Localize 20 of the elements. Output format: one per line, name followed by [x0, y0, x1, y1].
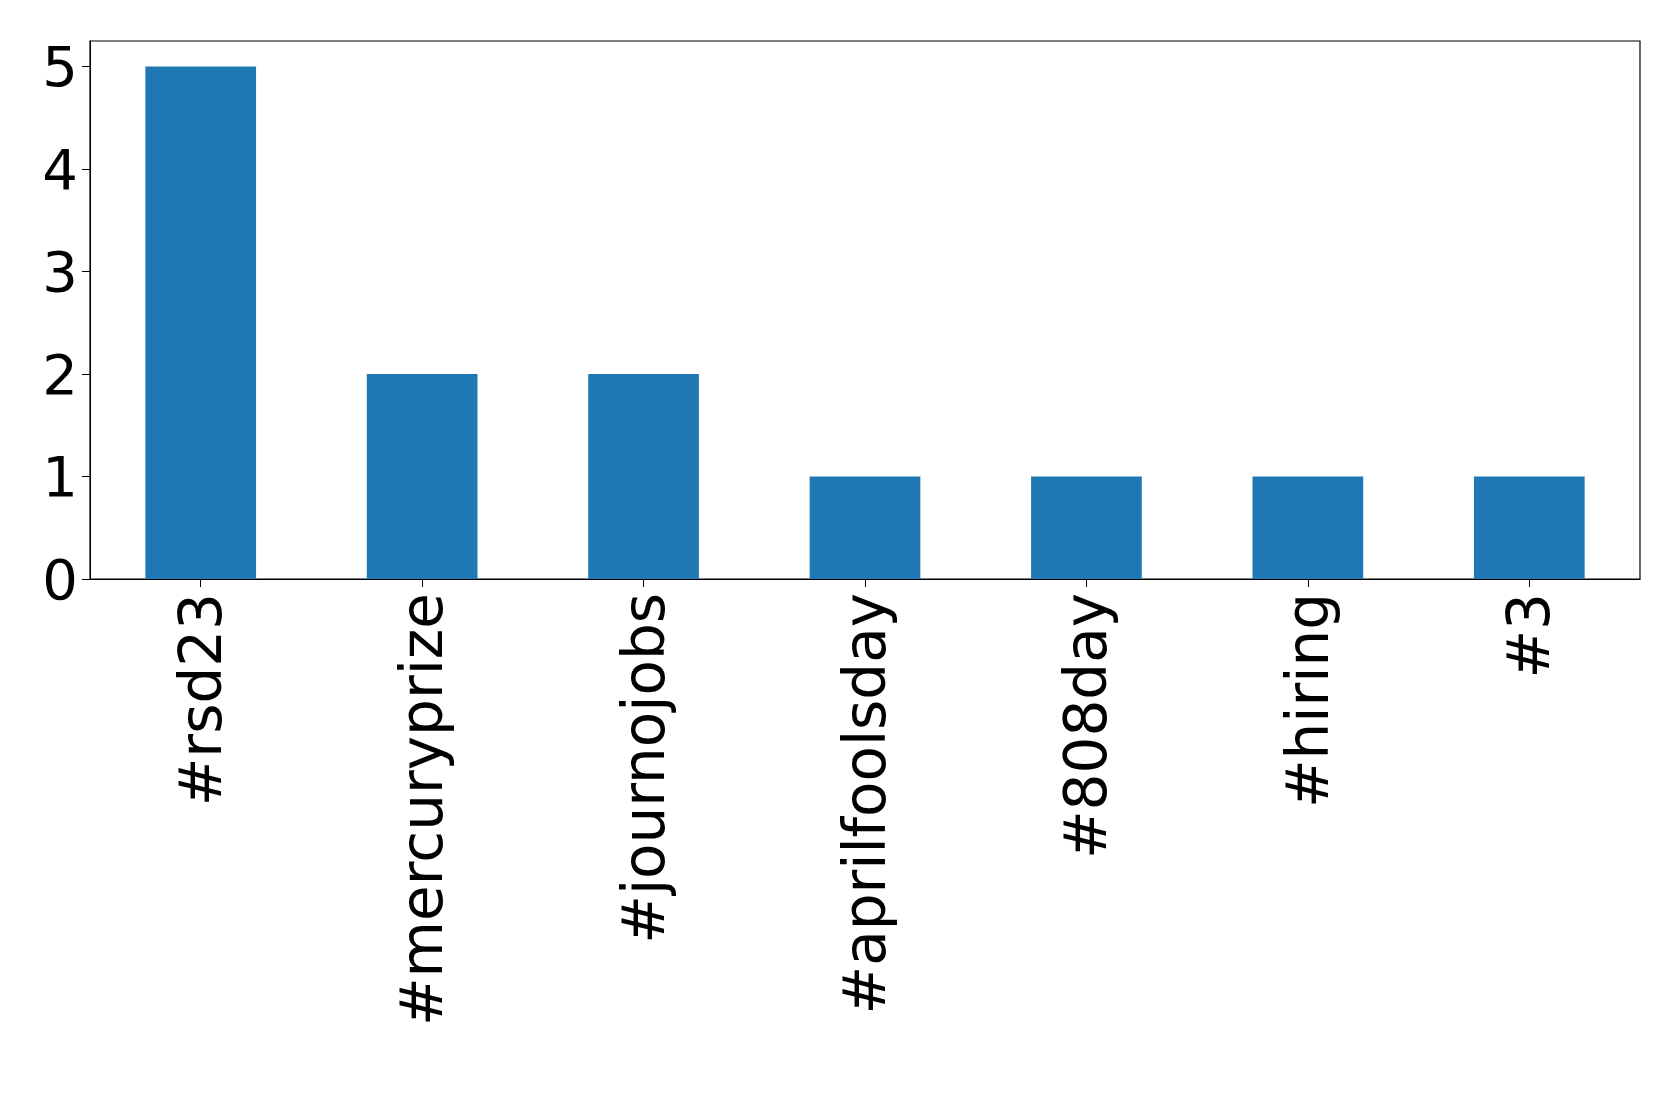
x-tick-label: #3: [1495, 593, 1564, 679]
x-tick-label: #hiring: [1273, 593, 1342, 809]
y-tick-label: 5: [42, 34, 78, 100]
bar: [1031, 476, 1142, 579]
x-tick-label: #mercuryprize: [388, 593, 457, 1027]
x-tick-label: #808day: [1052, 593, 1121, 859]
y-tick-label: 2: [42, 341, 78, 407]
bar: [366, 374, 478, 579]
bar: [1252, 476, 1364, 579]
x-tick-label: #aprilfoolsday: [831, 593, 899, 1015]
x-tick-label: #journojobs: [609, 593, 678, 944]
bar: [145, 66, 257, 579]
bar: [1473, 476, 1585, 579]
y-tick-label: 1: [42, 444, 78, 510]
x-tick-label: #rsd23: [166, 593, 235, 807]
y-tick-label: 3: [42, 239, 78, 305]
bar: [588, 374, 699, 579]
y-tick-label: 0: [42, 546, 78, 612]
y-tick-label: 4: [42, 136, 78, 202]
bar: [809, 476, 921, 579]
